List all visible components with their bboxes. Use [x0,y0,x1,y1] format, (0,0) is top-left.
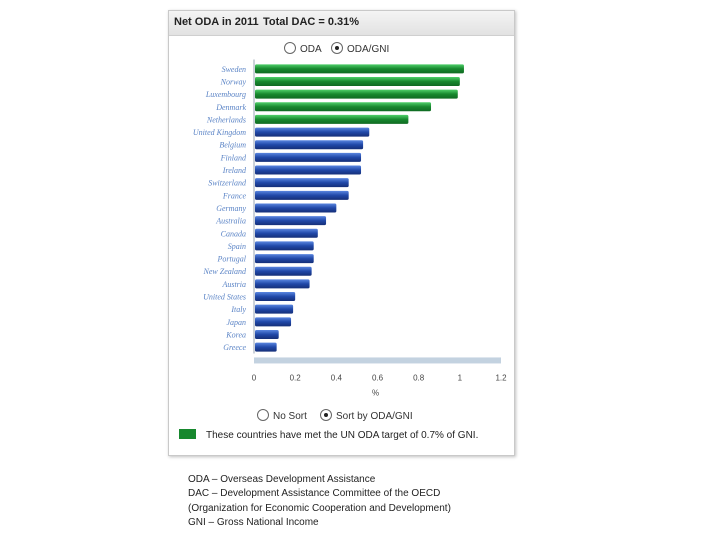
bar-finland [255,152,362,162]
legend: These countries have met the UN ODA targ… [179,429,478,441]
bar-australia [255,216,327,226]
legend-swatch [179,429,196,439]
abbreviations-note: ODA – Overseas Development Assistance DA… [188,473,451,530]
bar-netherlands [255,114,409,124]
bar-chart: Sweden Norway Luxembourg Denmark Netherlands… [193,59,507,397]
radio-no-sort-label: No Sort [273,411,307,422]
abbrev-gni: GNI – Gross National Income [188,516,319,528]
country-label-italy: Italy [230,305,246,314]
country-label-australia: Australia [215,217,246,226]
country-label-denmark: Denmark [215,103,246,112]
country-label-luxembourg: Luxembourg [205,90,246,99]
oda-chart-widget: Net ODA in 2011 Total DAC = 0.31% ODA OD… [168,10,515,456]
x-axis-label: % [372,388,379,397]
bar-united-kingdom [255,127,370,137]
x-tick-1-2: 1.2 [495,373,507,382]
bar-italy [255,304,294,314]
country-label-sweden: Sweden [222,65,246,74]
x-tick-0-8: 0.8 [413,373,425,382]
country-label-spain: Spain [228,242,246,251]
bar-japan [255,317,292,327]
radio-oda-gni-label: ODA/GNI [347,44,390,55]
radio-no-sort-circle[interactable] [257,409,269,421]
abbrev-oecd: (Organization for Economic Cooperation a… [188,502,451,514]
country-label-united-kingdom: United Kingdom [193,128,246,137]
bar-united-states [255,292,296,302]
country-label-portugal: Portugal [217,255,247,264]
x-axis-band [254,357,501,364]
bar-canada [255,228,318,238]
country-label-ireland: Ireland [222,166,247,175]
x-tick-0-6: 0.6 [372,373,384,382]
country-label-france: France [222,191,247,200]
radio-sort-by-oda-gni[interactable]: Sort by ODA/GNI [320,409,413,422]
bar-new-zealand [255,266,312,276]
country-label-finland: Finland [220,153,247,162]
bar-korea [255,329,279,339]
sort-radio-group: No Sort Sort by ODA/GNI [169,409,514,423]
country-label-japan: Japan [226,318,246,327]
legend-text: These countries have met the UN ODA targ… [206,430,479,441]
bar-switzerland [255,178,349,188]
country-label-canada: Canada [221,229,246,238]
x-tick-1: 1 [458,373,463,382]
abbrev-dac: DAC – Development Assistance Committee o… [188,488,441,500]
bar-belgium [255,140,364,150]
bar-norway [255,76,460,86]
radio-sort-circle[interactable] [320,409,332,421]
country-label-netherlands: Netherlands [206,115,246,124]
country-label-germany: Germany [216,204,246,213]
bar-spain [255,241,314,251]
country-label-new-zealand: New Zealand [203,267,247,276]
bar-germany [255,203,337,213]
bar-denmark [255,102,432,112]
bar-sweden [255,64,464,74]
abbrev-oda: ODA – Overseas Development Assistance [188,474,376,485]
x-tick-0-4: 0.4 [331,373,343,382]
total-dac-label: Total DAC = 0.31% [263,16,360,28]
country-label-belgium: Belgium [219,141,246,150]
radio-sort-label: Sort by ODA/GNI [336,411,413,422]
radio-no-sort[interactable]: No Sort [257,409,307,422]
country-label-united-states: United States [203,293,246,302]
bar-ireland [255,165,362,175]
bar-luxembourg [255,89,458,99]
chart-title-bar: Net ODA in 2011 Total DAC = 0.31% [169,11,514,36]
x-tick-0-2: 0.2 [290,373,302,382]
radio-oda-circle[interactable] [284,42,296,54]
country-label-switzerland: Switzerland [208,179,247,188]
chart-title: Net ODA in 2011 [174,16,259,28]
country-label-korea: Korea [225,330,246,339]
country-label-greece: Greece [223,343,246,352]
x-tick-0: 0 [252,373,257,382]
bar-france [255,190,349,200]
radio-oda-label: ODA [300,44,322,55]
bar-portugal [255,254,314,264]
radio-oda-gni[interactable]: ODA/GNI [331,42,389,55]
country-label-austria: Austria [221,280,246,289]
country-label-norway: Norway [220,77,247,86]
bar-greece [255,342,277,352]
radio-oda-gni-circle[interactable] [331,42,343,54]
bar-austria [255,279,310,289]
measure-radio-group: ODA ODA/GNI [169,42,514,56]
radio-oda[interactable]: ODA [284,42,322,55]
